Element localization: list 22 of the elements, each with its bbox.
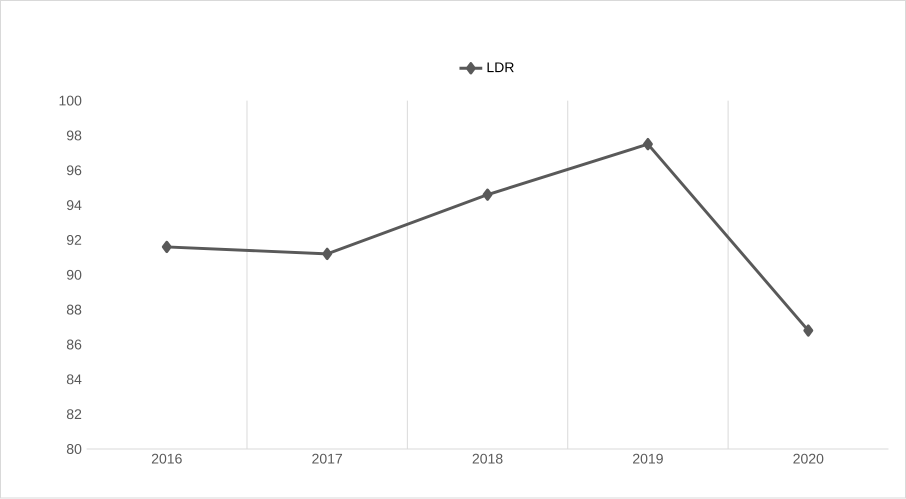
point [162, 241, 172, 254]
x-tick-label: 2017 [312, 454, 342, 464]
y-tick-label: 98 [66, 130, 82, 141]
y-tick-label: 80 [66, 444, 82, 454]
x-tick-label: 2016 [152, 454, 182, 464]
x-tick-label: 2018 [472, 454, 503, 464]
y-tick-label: 84 [66, 374, 82, 385]
y-tick-label: 94 [66, 200, 82, 210]
point [482, 188, 493, 202]
legend-label: LDR [488, 62, 514, 72]
y-tick-label: 90 [66, 270, 82, 280]
x-tick-label: 2020 [793, 454, 824, 464]
y-tick-label: 100 [60, 96, 82, 106]
point [642, 138, 653, 151]
x-tick-label: 2019 [633, 454, 663, 464]
y-tick-label: 86 [66, 340, 82, 350]
y-tick-label: 82 [66, 409, 82, 420]
point [803, 324, 814, 337]
y-tick-label: 96 [66, 166, 82, 176]
point [322, 248, 332, 260]
y-tick-label: 92 [66, 235, 82, 246]
y-tick-label: 88 [66, 304, 82, 315]
